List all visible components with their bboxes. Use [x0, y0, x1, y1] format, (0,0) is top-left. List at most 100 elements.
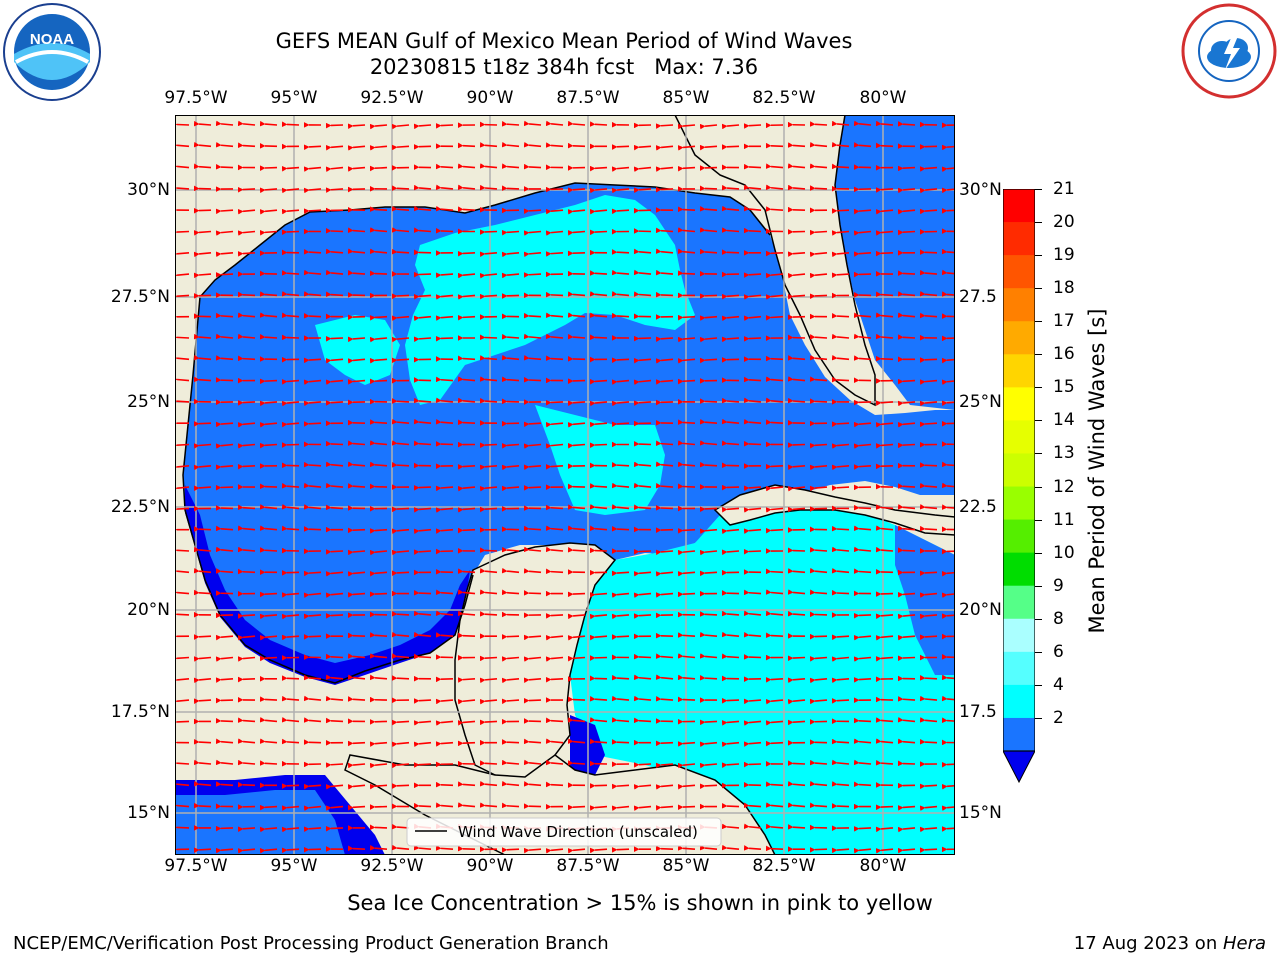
wind-wave-arrow	[413, 631, 432, 638]
wind-wave-arrow	[787, 698, 806, 705]
wind-wave-arrow	[677, 570, 696, 577]
wind-wave-arrow	[215, 525, 234, 532]
wind-wave-arrow	[897, 738, 916, 745]
wind-wave-arrow	[787, 802, 806, 808]
wind-wave-arrow	[853, 208, 872, 215]
wind-wave-arrow	[919, 570, 938, 576]
wind-wave-arrow	[303, 400, 322, 407]
wind-wave-arrow	[193, 485, 212, 492]
legend-label: Wind Wave Direction (unscaled)	[458, 823, 698, 841]
wind-wave-arrow	[677, 123, 696, 130]
wind-wave-arrow	[633, 762, 652, 768]
wind-wave-arrow	[237, 738, 256, 744]
colorbar-tick: 12	[1053, 476, 1075, 497]
wind-wave-arrow	[875, 230, 894, 236]
wind-wave-arrow	[897, 655, 916, 662]
wind-wave-arrow	[831, 141, 850, 148]
wind-wave-arrow	[479, 589, 498, 595]
wind-wave-arrow	[347, 440, 366, 446]
colorbar-tick: 2	[1053, 707, 1064, 728]
lat-tick-left: 22.5°N	[110, 497, 170, 517]
wind-wave-arrow	[875, 250, 894, 257]
wind-wave-arrow	[479, 376, 498, 382]
colorbar-tick: 10	[1053, 542, 1075, 563]
wind-wave-arrow	[875, 613, 894, 620]
wind-wave-arrow	[589, 847, 608, 854]
wind-wave-arrow	[919, 634, 938, 640]
wind-wave-arrow	[919, 695, 938, 702]
wind-wave-arrow	[479, 355, 498, 361]
wind-wave-arrow	[853, 781, 872, 788]
wind-wave-arrow	[501, 333, 520, 340]
wind-wave-arrow	[237, 333, 256, 340]
wind-wave-arrow	[237, 463, 256, 470]
wind-wave-arrow	[941, 826, 955, 832]
wind-wave-arrow	[545, 759, 564, 766]
wind-wave-arrow	[699, 418, 718, 425]
wind-wave-arrow	[677, 419, 696, 425]
wind-wave-arrow	[501, 443, 520, 449]
colorbar-tick-mark	[1035, 453, 1042, 455]
wind-wave-arrow	[611, 291, 630, 297]
wind-wave-arrow	[567, 546, 586, 553]
wind-wave-arrow	[259, 209, 278, 215]
wind-wave-arrow	[435, 632, 454, 638]
wind-wave-arrow	[175, 229, 190, 236]
wind-wave-arrow	[655, 805, 674, 811]
wind-wave-arrow	[545, 333, 564, 340]
wind-wave-arrow	[897, 442, 916, 449]
wind-wave-arrow	[259, 826, 278, 833]
wind-wave-arrow	[259, 442, 278, 449]
wind-wave-arrow	[369, 845, 388, 851]
wind-wave-arrow	[919, 166, 938, 172]
wind-wave-arrow	[479, 163, 498, 169]
wind-wave-arrow	[897, 165, 916, 172]
wind-wave-arrow	[897, 613, 916, 620]
wind-wave-arrow	[589, 525, 608, 532]
colorbar-segment	[1003, 651, 1035, 686]
wind-wave-arrow	[303, 482, 322, 489]
wind-wave-arrow	[325, 504, 344, 511]
wind-wave-arrow	[303, 269, 322, 276]
wind-wave-arrow	[369, 528, 388, 534]
wind-wave-arrow	[259, 525, 278, 531]
wind-wave-arrow	[479, 655, 498, 662]
wind-wave-arrow	[175, 655, 190, 662]
wind-wave-arrow	[193, 567, 212, 574]
wind-wave-arrow	[501, 546, 520, 553]
wind-wave-arrow	[853, 546, 872, 553]
colorbar-segment	[1003, 486, 1035, 521]
wind-wave-arrow	[809, 376, 828, 382]
colorbar-tick: 8	[1053, 608, 1064, 629]
wind-wave-arrow	[237, 676, 256, 683]
wind-wave-arrow	[897, 591, 916, 598]
wind-wave-arrow	[831, 759, 850, 766]
wind-wave-arrow	[259, 804, 278, 811]
wind-wave-arrow	[677, 336, 696, 343]
wind-wave-arrow	[215, 312, 234, 319]
wind-wave-arrow	[897, 826, 916, 833]
lat-tick-left: 25°N	[127, 392, 170, 412]
wind-wave-arrow	[523, 677, 542, 683]
colorbar-tick: 20	[1053, 212, 1075, 233]
lon-tick-bottom: 95°W	[270, 856, 318, 876]
wind-wave-arrow	[765, 272, 784, 279]
caribbean-blue-patch	[895, 525, 955, 675]
wind-wave-arrow	[413, 802, 432, 809]
lat-tick-right: 22.5	[959, 497, 997, 517]
wind-wave-arrow	[175, 464, 190, 471]
wind-wave-arrow	[193, 443, 212, 449]
wind-wave-arrow	[325, 379, 344, 385]
wind-wave-arrow	[699, 611, 718, 617]
wind-wave-arrow	[809, 677, 828, 684]
wind-wave-arrow	[897, 547, 916, 553]
wind-wave-arrow	[193, 677, 212, 684]
wind-wave-arrow	[237, 421, 256, 428]
wind-wave-arrow	[347, 248, 366, 254]
wind-wave-arrow	[413, 123, 432, 130]
wind-wave-arrow	[611, 312, 630, 319]
colorbar-extend-arrow	[1003, 750, 1035, 784]
wind-wave-arrow	[435, 610, 454, 617]
wind-wave-arrow	[237, 208, 256, 215]
lat-tick-left: 15°N	[127, 803, 170, 823]
